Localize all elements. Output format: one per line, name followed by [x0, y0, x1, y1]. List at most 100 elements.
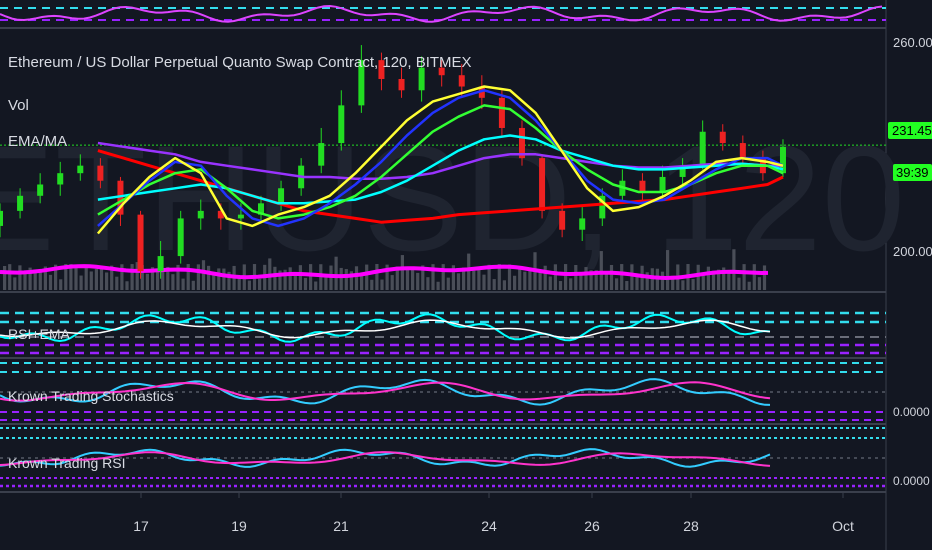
candle-body [398, 78, 405, 91]
volume-bar [293, 273, 297, 290]
volume-bar [324, 276, 328, 290]
volume-bar [13, 277, 17, 290]
volume-bar [303, 277, 308, 290]
candle-body [599, 195, 606, 219]
volume-bar [365, 264, 369, 290]
volume-bar [747, 281, 751, 290]
candle-body [438, 67, 445, 76]
volume-bar [405, 269, 410, 290]
volume-bar [43, 266, 47, 290]
candle [37, 173, 44, 204]
volume-bar [599, 251, 603, 290]
volume-bar [105, 272, 109, 290]
candle-body [458, 75, 465, 87]
krown-rsi-pane-label: Krown Trading RSI [8, 455, 126, 471]
candle [498, 90, 505, 136]
ma-line [96, 85, 784, 235]
ma-line [97, 134, 784, 205]
volume-bar [737, 277, 741, 290]
watermark: ETHUSD, 120 [0, 114, 905, 282]
candle [659, 165, 666, 200]
candle-body [217, 210, 224, 219]
candle-body [37, 184, 44, 196]
volume-bar [166, 266, 170, 290]
volume-bar [3, 266, 7, 290]
volume-bar [54, 264, 58, 290]
candle-body [378, 60, 385, 79]
volume-bar [543, 265, 547, 290]
candle [418, 56, 425, 102]
candle [378, 52, 385, 91]
candle-body [137, 214, 144, 272]
volume-bar [584, 267, 588, 290]
volume-bar [472, 270, 476, 290]
candle [579, 207, 586, 242]
x-tick-19: 19 [231, 518, 247, 534]
candle [197, 199, 204, 230]
volume-bar [278, 270, 282, 290]
volume-bar [456, 273, 461, 290]
volume-bar [59, 279, 63, 290]
volume-bar [196, 264, 200, 290]
candle-body [418, 67, 425, 91]
volume-bar [497, 264, 501, 290]
volume-bar [222, 268, 226, 290]
candle-body [739, 143, 746, 159]
volume-bar [615, 278, 619, 290]
volume-bar [156, 269, 160, 290]
candle-body [157, 256, 164, 272]
last-price-tag: 231.45 [888, 122, 932, 139]
volume-bar [426, 277, 430, 290]
volume-bar [630, 264, 634, 290]
top-strip-line [0, 4, 883, 23]
volume-bar [604, 273, 608, 290]
volume-bar [558, 281, 563, 290]
volume-bar [625, 281, 629, 290]
volume-bar [207, 265, 211, 290]
candle-body [679, 165, 686, 177]
volume-bar [390, 275, 394, 290]
volume-bar [79, 275, 83, 290]
candle [699, 120, 706, 170]
volume-bar [135, 262, 139, 290]
volume-bar [385, 264, 389, 290]
volume-bar [237, 276, 241, 290]
volume-bar [191, 280, 195, 290]
krsi-signal-line [0, 451, 771, 467]
volume-bar [273, 266, 277, 290]
candle [358, 45, 365, 113]
bar-countdown-tag: 39:39 [893, 164, 932, 181]
volume-bar [115, 276, 119, 290]
candle [17, 188, 24, 219]
volume-bar [8, 264, 12, 290]
volume-bar [298, 265, 302, 290]
volume-bar [451, 265, 455, 290]
candle-body [539, 158, 546, 211]
volume-bar [507, 264, 512, 290]
volume-bar [344, 269, 348, 290]
volume-bar [130, 264, 134, 290]
candle-body [779, 146, 786, 174]
candle-body [237, 214, 244, 219]
x-tick-oct: Oct [832, 518, 854, 534]
candle [157, 241, 164, 279]
volume-bars [0, 249, 769, 290]
volume-bar [354, 266, 359, 290]
volume-bar [283, 269, 287, 290]
volume-bar [548, 276, 552, 290]
candle-body [257, 203, 264, 215]
volume-bar [181, 278, 185, 290]
volume-bar [23, 273, 27, 290]
candle-body [579, 218, 586, 230]
volume-bar [518, 266, 522, 290]
volume-bar [74, 264, 78, 290]
ma-line [97, 141, 783, 181]
x-tick-17: 17 [133, 518, 149, 534]
candle [0, 203, 3, 238]
krown-rsi-zero-tick: 0.0000 [893, 474, 930, 488]
volume-bar [589, 270, 593, 290]
volume-bar [18, 265, 22, 290]
volume-bar [487, 264, 491, 290]
indicator-label-vol: Vol [8, 97, 29, 114]
